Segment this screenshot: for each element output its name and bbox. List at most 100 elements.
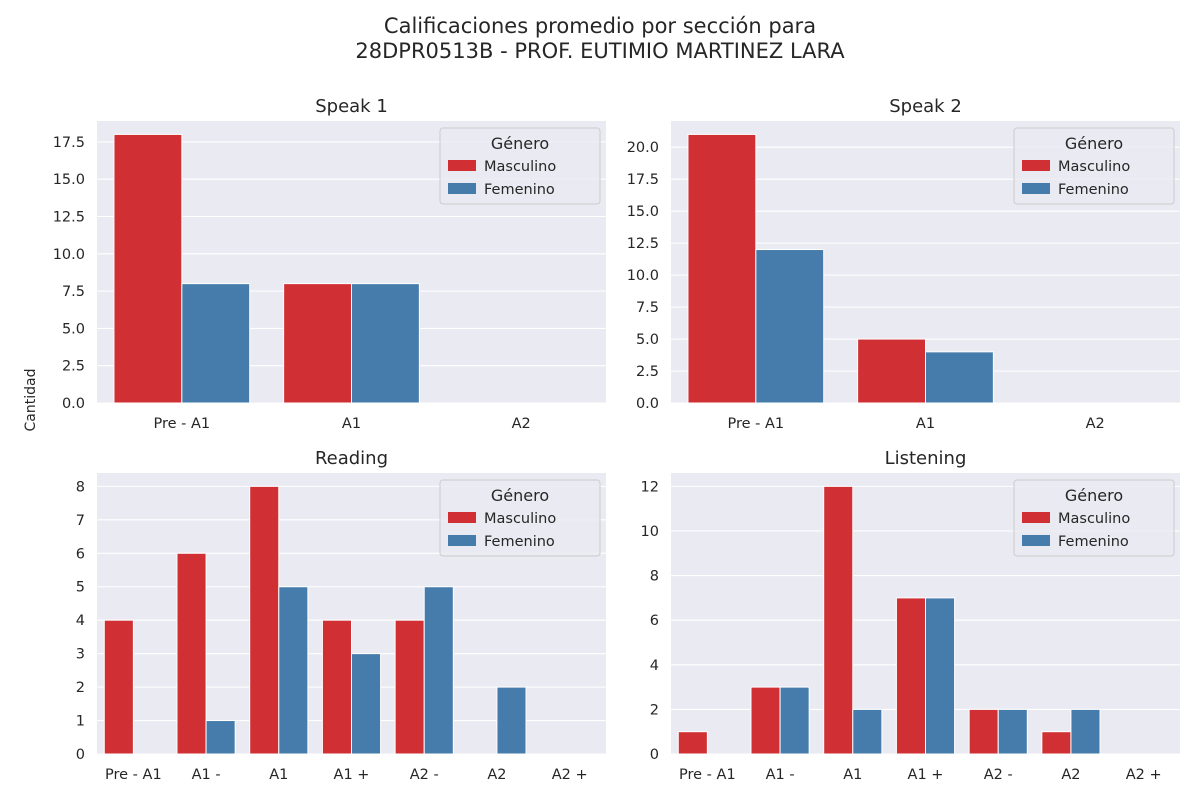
y-tick-label: 6	[650, 613, 659, 629]
x-tick-label: A1 +	[908, 767, 944, 783]
bar-femenino-4	[925, 597, 956, 755]
bar-masculino-5	[394, 619, 425, 755]
bar-femenino-5	[997, 708, 1028, 755]
y-tick-label: 2	[76, 680, 85, 696]
x-tick-label: A2 -	[410, 767, 439, 783]
bar-masculino-6	[1041, 731, 1072, 755]
subplot-title: Reading	[315, 448, 388, 469]
bar-femenino-4	[351, 653, 382, 755]
y-tick-label: 15.0	[53, 172, 85, 188]
bar-femenino-3	[852, 708, 883, 755]
legend-box	[439, 127, 601, 205]
y-tick-label: 20.0	[627, 140, 659, 156]
bar-femenino-5	[423, 586, 454, 755]
x-tick-label: A2	[1086, 416, 1105, 432]
x-tick-label: Pre - A1	[105, 767, 162, 783]
bar-femenino-6	[1070, 708, 1101, 755]
y-tick-label: 12.5	[53, 209, 85, 225]
legend-swatch-femenino	[1022, 183, 1050, 194]
x-tick-label: A2 +	[1126, 767, 1162, 783]
legend-swatch-femenino	[448, 535, 476, 546]
subplot-4: 0 2 4 6 8 10 12 Pre - A1 A1 - A1 A1 + A2 - A2 A2 + Lis…	[641, 448, 1180, 783]
bar-masculino-3	[249, 485, 280, 755]
legend-label-femenino: Femenino	[1058, 182, 1129, 198]
bar-femenino-1	[181, 283, 251, 404]
bar-femenino-2	[925, 351, 994, 404]
y-tick-label: 0.0	[62, 396, 85, 412]
legend: Género Masculino Femenino	[1013, 127, 1175, 205]
y-tick-label: 7	[76, 513, 85, 529]
bar-masculino-2	[176, 552, 207, 755]
legend-title: Género	[491, 134, 549, 153]
x-tick-label: A2 -	[984, 767, 1013, 783]
y-tick-label: 8	[650, 569, 659, 585]
x-tick-label: A1	[843, 767, 862, 783]
y-tick-label: 5.0	[636, 332, 659, 348]
bar-femenino-1	[755, 249, 825, 404]
legend-swatch-masculino	[448, 160, 476, 171]
legend: Género Masculino Femenino	[439, 127, 601, 205]
y-tick-label: 2.5	[62, 359, 85, 375]
y-tick-label: 8	[76, 479, 85, 495]
legend-label-masculino: Masculino	[484, 159, 556, 175]
x-tick-label: A1 -	[192, 767, 221, 783]
x-tick-label: A1	[269, 767, 288, 783]
y-tick-label: 2.5	[636, 364, 659, 380]
y-tick-label: 7.5	[62, 284, 85, 300]
subplot-1: 0.0 2.5 5.0 7.5 10.0 12.5 15.0 17.5 Pre - A1 A1 A2…	[53, 96, 606, 432]
x-tick-label: A1	[342, 416, 361, 432]
legend-label-masculino: Masculino	[1058, 511, 1130, 527]
legend-swatch-masculino	[1022, 160, 1050, 171]
bar-femenino-3	[278, 586, 309, 755]
bar-masculino-1	[103, 619, 134, 755]
bar-masculino-4	[321, 619, 352, 755]
y-tick-label: 0.0	[636, 396, 659, 412]
legend: Género Masculino Femenino	[439, 479, 601, 557]
bar-masculino-4	[895, 597, 927, 755]
y-tick-label: 15.0	[627, 204, 659, 220]
bar-masculino-2	[750, 686, 781, 755]
y-tick-label: 17.5	[627, 172, 659, 188]
legend-box	[1013, 479, 1175, 557]
bar-masculino-2	[283, 283, 352, 404]
bar-masculino-1	[677, 731, 708, 755]
x-tick-label: A2	[1061, 767, 1080, 783]
figure-title: Calificaciones promedio por sección para…	[0, 14, 1200, 64]
bar-masculino-3	[823, 485, 854, 755]
legend-swatch-masculino	[1022, 512, 1050, 523]
subplot-2: 0.0 2.5 5.0 7.5 10.0 12.5 15.0 17.5 20.0 Pre - A1…	[627, 96, 1180, 432]
legend-swatch-femenino	[448, 183, 476, 194]
legend-label-femenino: Femenino	[484, 182, 555, 198]
subplot-title: Speak 2	[889, 96, 962, 117]
y-tick-label: 7.5	[636, 300, 659, 316]
subplot-title: Listening	[885, 448, 967, 469]
legend-title: Género	[1065, 134, 1123, 153]
legend-label-femenino: Femenino	[484, 534, 555, 550]
y-tick-label: 17.5	[53, 135, 85, 151]
figure-title-line-2: 28DPR0513B - PROF. EUTIMIO MARTINEZ LARA	[355, 39, 845, 63]
y-tick-label: 3	[76, 647, 85, 663]
bar-masculino-1	[687, 133, 757, 404]
y-tick-label: 0	[650, 747, 659, 763]
bar-femenino-2	[779, 686, 810, 755]
y-tick-label: 12	[641, 479, 659, 495]
subplot-title: Speak 1	[315, 96, 388, 117]
y-tick-label: 10.0	[627, 268, 659, 284]
legend-box	[439, 479, 601, 557]
legend-title: Género	[491, 486, 549, 505]
legend-label-femenino: Femenino	[1058, 534, 1129, 550]
legend-box	[1013, 127, 1175, 205]
figure-title-line-1: Calificaciones promedio por sección para	[383, 14, 817, 38]
y-tick-label: 10	[641, 524, 659, 540]
bar-femenino-6	[496, 686, 527, 755]
y-tick-label: 4	[76, 613, 85, 629]
x-tick-label: A1 +	[334, 767, 370, 783]
legend: Género Masculino Femenino	[1013, 479, 1175, 557]
y-tick-label: 2	[650, 702, 659, 718]
x-tick-label: A2 +	[552, 767, 588, 783]
y-tick-label: 1	[76, 714, 85, 730]
x-tick-label: A1	[916, 416, 935, 432]
x-tick-label: Pre - A1	[154, 416, 211, 432]
bar-femenino-2	[351, 283, 420, 404]
